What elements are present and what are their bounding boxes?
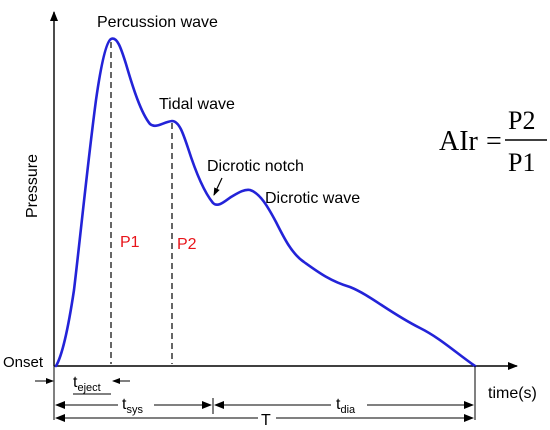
p2-label: P2 <box>177 236 197 253</box>
notch-arrow <box>213 177 223 196</box>
t-dia-label: tdia <box>336 396 356 416</box>
formula-equals: = <box>486 126 502 157</box>
formula-denominator: P1 <box>508 148 535 177</box>
p1-label: P1 <box>120 234 140 251</box>
dicrotic-notch-label: Dicrotic notch <box>207 158 304 175</box>
dicrotic-wave-label: Dicrotic wave <box>265 190 360 207</box>
pressure-waveform <box>54 37 477 368</box>
percussion-wave-label: Percussion wave <box>97 14 218 31</box>
tidal-wave-label: Tidal wave <box>159 96 235 113</box>
x-axis-label: time(s) <box>488 385 537 402</box>
y-axis-label: Pressure <box>24 154 41 218</box>
onset-label: Onset <box>3 354 44 371</box>
formula-numerator: P2 <box>508 106 535 135</box>
t-total-label: T <box>261 412 271 429</box>
t-sys-label: tsys <box>122 396 143 416</box>
formula-lhs: AIr <box>439 126 479 157</box>
t-eject-label: teject <box>73 374 101 394</box>
